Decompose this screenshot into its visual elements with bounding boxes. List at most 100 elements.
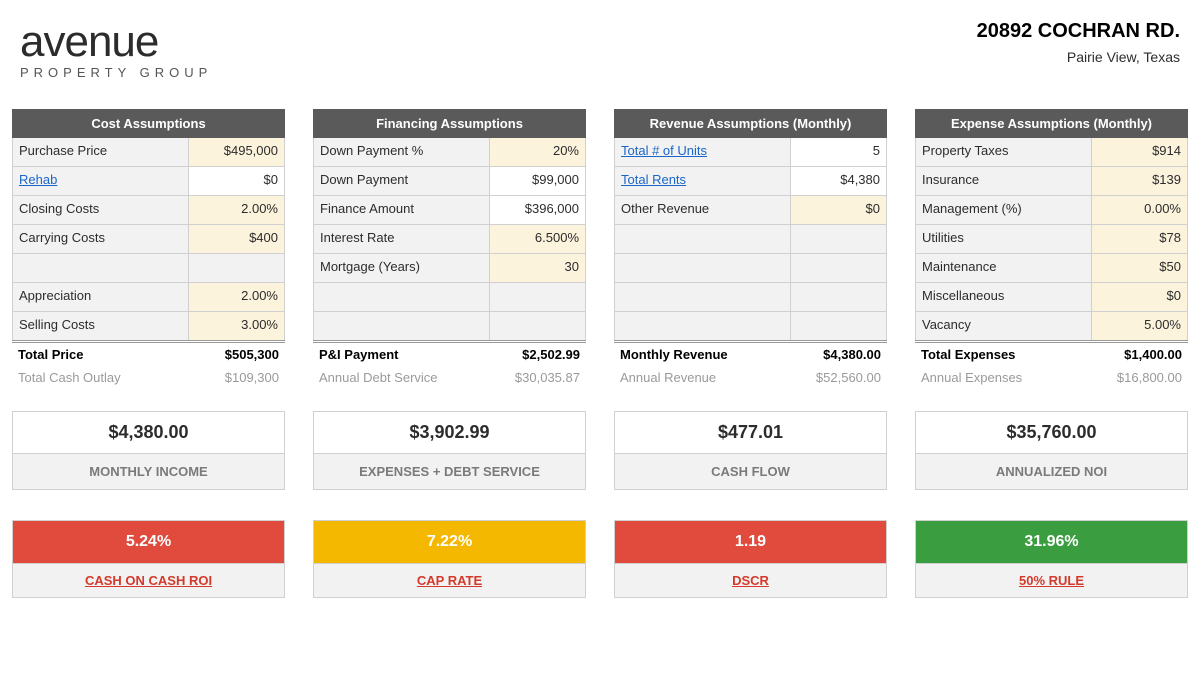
summary-label: ANNUALIZED NOI [916,453,1187,489]
table-row: Miscellaneous$0 [915,283,1188,312]
row-value[interactable]: $400 [189,225,284,253]
row-value [189,254,284,282]
dashboard-grid: Cost AssumptionsPurchase Price$495,000Re… [12,109,1188,598]
column-rev: Revenue Assumptions (Monthly)Total # of … [614,109,887,598]
fin-totals: P&I Payment$2,502.99Annual Debt Service$… [313,340,586,389]
row-value[interactable]: 30 [490,254,585,282]
row-value [490,312,585,340]
row-label[interactable]: Total Rents [615,167,791,195]
logo-name: avenue [20,20,212,64]
metric-box: 7.22%CAP RATE [313,520,586,598]
metric-label[interactable]: CAP RATE [314,563,585,597]
row-label [314,283,490,311]
metric-label[interactable]: CASH ON CASH ROI [13,563,284,597]
row-value[interactable]: $78 [1092,225,1187,253]
table-row: Selling Costs3.00% [12,312,285,341]
total-row: P&I Payment$2,502.99 [313,343,586,366]
summary-value: $4,380.00 [13,412,284,453]
row-value: $99,000 [490,167,585,195]
metric-label[interactable]: DSCR [615,563,886,597]
table-row: Total # of Units5 [614,138,887,167]
row-label: Carrying Costs [13,225,189,253]
table-row: Vacancy5.00% [915,312,1188,341]
row-label: Maintenance [916,254,1092,282]
row-label [314,312,490,340]
exp-totals: Total Expenses$1,400.00Annual Expenses$1… [915,340,1188,389]
row-label [615,225,791,253]
row-value[interactable]: 0.00% [1092,196,1187,224]
row-label: Mortgage (Years) [314,254,490,282]
total-value: $16,800.00 [1117,370,1182,385]
table-row: Appreciation2.00% [12,283,285,312]
row-label: Finance Amount [314,196,490,224]
column-fin: Financing AssumptionsDown Payment %20%Do… [313,109,586,598]
total-value: $30,035.87 [515,370,580,385]
table-row [614,225,887,254]
total-row: Annual Revenue$52,560.00 [614,366,887,389]
total-value: $4,380.00 [823,347,881,362]
row-label: Closing Costs [13,196,189,224]
row-label: Property Taxes [916,138,1092,166]
property-address: 20892 COCHRAN RD. Pairie View, Texas [977,20,1180,65]
total-row: Annual Debt Service$30,035.87 [313,366,586,389]
row-value[interactable]: 3.00% [189,312,284,340]
row-label [615,283,791,311]
total-value: $2,502.99 [522,347,580,362]
metric-value: 5.24% [13,521,284,563]
column-cost: Cost AssumptionsPurchase Price$495,000Re… [12,109,285,598]
metric-box: 1.19DSCR [614,520,887,598]
summary-label: MONTHLY INCOME [13,453,284,489]
table-row [614,283,887,312]
column-exp: Expense Assumptions (Monthly)Property Ta… [915,109,1188,598]
cost-totals: Total Price$505,300Total Cash Outlay$109… [12,340,285,389]
metric-label[interactable]: 50% RULE [916,563,1187,597]
row-value[interactable]: 2.00% [189,283,284,311]
row-label: Down Payment [314,167,490,195]
table-row: Mortgage (Years)30 [313,254,586,283]
row-label: Management (%) [916,196,1092,224]
cost-header: Cost Assumptions [12,109,285,138]
table-row: Management (%)0.00% [915,196,1188,225]
row-label: Interest Rate [314,225,490,253]
rev-header: Revenue Assumptions (Monthly) [614,109,887,138]
row-label: Vacancy [916,312,1092,340]
table-row: Rehab$0 [12,167,285,196]
row-value[interactable]: $50 [1092,254,1187,282]
row-value[interactable]: $139 [1092,167,1187,195]
row-label [615,312,791,340]
row-value[interactable]: $0 [791,196,886,224]
total-value: $1,400.00 [1124,347,1182,362]
address-line2: Pairie View, Texas [977,49,1180,65]
total-value: $505,300 [225,347,279,362]
row-value [490,283,585,311]
logo-subtitle: PROPERTY GROUP [20,66,212,79]
total-row: Annual Expenses$16,800.00 [915,366,1188,389]
table-row: Down Payment %20% [313,138,586,167]
row-value[interactable]: $0 [1092,283,1187,311]
row-label[interactable]: Rehab [13,167,189,195]
table-row [614,254,887,283]
fin-header: Financing Assumptions [313,109,586,138]
row-value[interactable]: 20% [490,138,585,166]
row-label: Down Payment % [314,138,490,166]
row-value[interactable]: $914 [1092,138,1187,166]
row-label: Selling Costs [13,312,189,340]
row-label: Other Revenue [615,196,791,224]
row-value[interactable]: 5.00% [1092,312,1187,340]
total-row: Monthly Revenue$4,380.00 [614,343,887,366]
table-row: Down Payment$99,000 [313,167,586,196]
row-value: $396,000 [490,196,585,224]
row-value[interactable]: $495,000 [189,138,284,166]
total-value: $52,560.00 [816,370,881,385]
summary-box: $3,902.99EXPENSES + DEBT SERVICE [313,411,586,490]
row-label[interactable]: Total # of Units [615,138,791,166]
row-value[interactable]: 2.00% [189,196,284,224]
table-row [614,312,887,341]
total-row: Total Cash Outlay$109,300 [12,366,285,389]
total-label: Annual Expenses [921,370,1117,385]
metric-value: 7.22% [314,521,585,563]
table-row: Property Taxes$914 [915,138,1188,167]
row-value[interactable]: 6.500% [490,225,585,253]
address-line1: 20892 COCHRAN RD. [977,20,1180,43]
summary-box: $35,760.00ANNUALIZED NOI [915,411,1188,490]
